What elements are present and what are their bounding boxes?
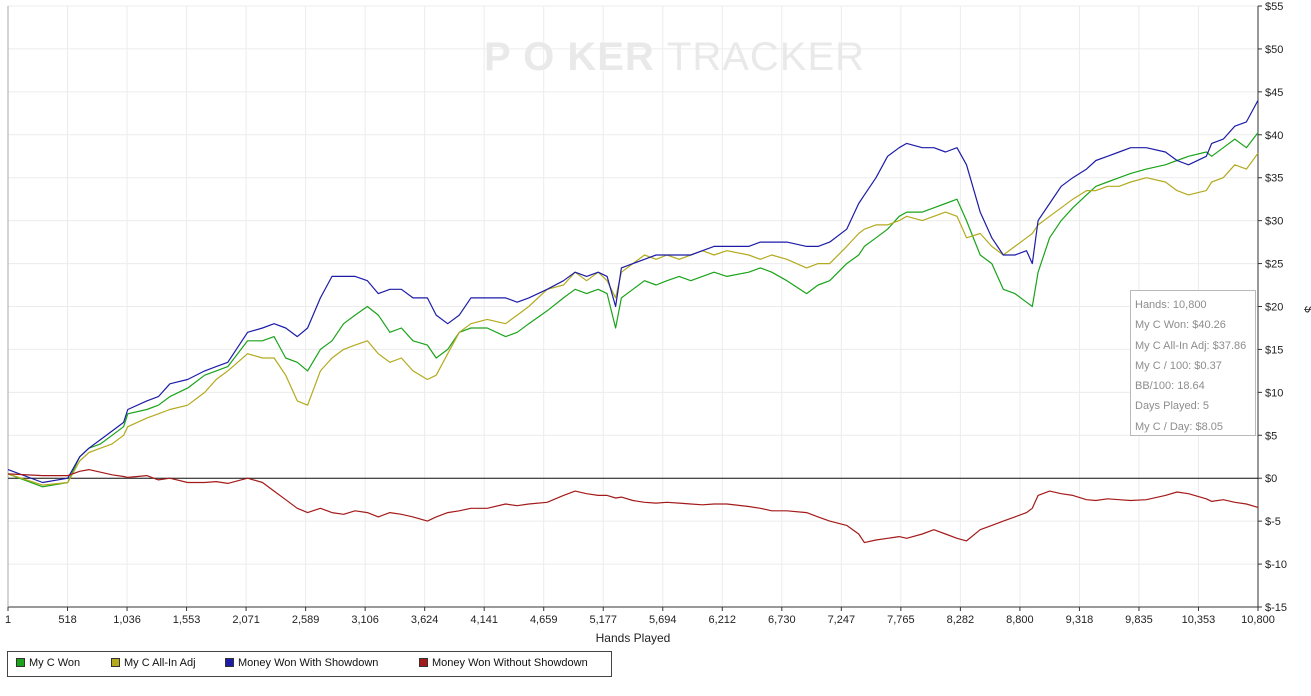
x-tick-label: 1,553 — [173, 614, 201, 626]
y-tick-label: $-15 — [1265, 602, 1287, 614]
x-tick-label: 10,800 — [1241, 614, 1275, 626]
series-lines — [7, 100, 1259, 544]
y-tick-label: $5 — [1265, 430, 1277, 442]
series-line-2 — [7, 100, 1259, 484]
series-line-3 — [7, 469, 1259, 544]
legend-label: Money Won Without Showdown — [432, 657, 588, 669]
legend-item[interactable]: Money Won Without Showdown — [419, 657, 588, 669]
legend-swatch — [16, 658, 25, 667]
y-tick-label: $-10 — [1265, 559, 1287, 571]
x-tick-label: 6,730 — [768, 614, 796, 626]
y-tick-label: $0 — [1265, 473, 1277, 485]
legend: My C Won My C All-In Adj Money Won With Sh… — [7, 651, 612, 677]
x-tick-label: 2,071 — [232, 614, 260, 626]
series-line-0 — [7, 132, 1259, 488]
grid-lines — [7, 5, 1259, 608]
watermark-chip: O — [523, 35, 555, 79]
tooltip-line: My C / Day: $8.05 — [1135, 420, 1224, 433]
y-tick-label: $25 — [1265, 259, 1283, 271]
watermark-ker: KER — [567, 35, 654, 79]
legend-item[interactable]: My C Won — [16, 657, 80, 669]
legend-swatch — [225, 658, 234, 667]
legend-swatch — [111, 658, 120, 667]
y-tick-label: $45 — [1265, 87, 1283, 99]
y-tick-label: $50 — [1265, 44, 1283, 56]
pokertracker-watermark: P O KER TRACKER — [484, 35, 865, 79]
x-tick-label: 1 — [5, 614, 11, 626]
watermark-p: P — [484, 35, 511, 79]
x-tick-label: 9,318 — [1066, 614, 1094, 626]
legend-item[interactable]: My C All-In Adj — [111, 657, 196, 669]
x-tick-label: 10,353 — [1182, 614, 1216, 626]
x-tick-label: 9,835 — [1125, 614, 1153, 626]
y-tick-label: $55 — [1265, 1, 1283, 13]
legend-label: My C All-In Adj — [124, 657, 196, 669]
legend-label: My C Won — [29, 657, 81, 669]
summary-tooltip: Hands: 10,800 My C Won: $40.26 My C All-In… — [1130, 290, 1256, 436]
tooltip-line: Hands: 10,800 — [1135, 299, 1207, 311]
legend-item[interactable]: Money Won With Showdown — [225, 657, 378, 669]
legend-swatch — [419, 658, 428, 667]
x-tick-label: 5,694 — [649, 614, 677, 626]
x-tick-label: 3,106 — [351, 614, 379, 626]
x-tick-label: 1,036 — [113, 614, 141, 626]
watermark-tracker: TRACKER — [667, 35, 865, 79]
y-tick-label: $-5 — [1265, 516, 1281, 528]
tooltip-line: My C Won: $40.26 — [1135, 319, 1226, 332]
x-tick-label: 4,141 — [470, 614, 498, 626]
x-tick-label: 3,624 — [411, 614, 439, 626]
x-tick-label: 6,212 — [709, 614, 737, 626]
y-tick-label: $40 — [1265, 130, 1283, 142]
x-tick-label: 518 — [58, 614, 76, 626]
y-tick-label: $30 — [1265, 216, 1283, 228]
y-tick-label: $15 — [1265, 344, 1283, 356]
tooltip-line: Days Played: 5 — [1135, 400, 1209, 413]
x-tick-label: 7,247 — [828, 614, 856, 626]
tooltip-line: BB/100: 18.64 — [1135, 380, 1205, 393]
tooltip-line: My C All-In Adj: $37.86 — [1135, 339, 1247, 352]
svg-text:P O KER TRAC: P O KER TRACKER — [484, 35, 865, 79]
chart-area: P O KER TRACKER $55 $50 $45 $40 $35 $30 $25 $20… — [5, 1, 1311, 645]
x-tick-label: 7,765 — [887, 614, 915, 626]
y-tick-label: $35 — [1265, 173, 1283, 185]
y-axis-label: $ — [1302, 306, 1311, 313]
x-tick-label: 8,282 — [947, 614, 975, 626]
axes: $55 $50 $45 $40 $35 $30 $25 $20 $15 $10 $5 $0 $-5 $-1… — [5, 1, 1287, 626]
x-tick-label: 4,659 — [530, 614, 558, 626]
x-axis-label: Hands Played — [596, 631, 671, 645]
x-tick-label: 8,800 — [1006, 614, 1034, 626]
y-tick-label: $20 — [1265, 302, 1283, 314]
tooltip-line: My C / 100: $0.37 — [1135, 359, 1222, 372]
series-line-1 — [7, 152, 1259, 486]
x-tick-label: 5,177 — [589, 614, 617, 626]
legend-label: Money Won With Showdown — [238, 657, 379, 669]
y-tick-label: $10 — [1265, 387, 1283, 399]
x-tick-label: 2,589 — [292, 614, 320, 626]
